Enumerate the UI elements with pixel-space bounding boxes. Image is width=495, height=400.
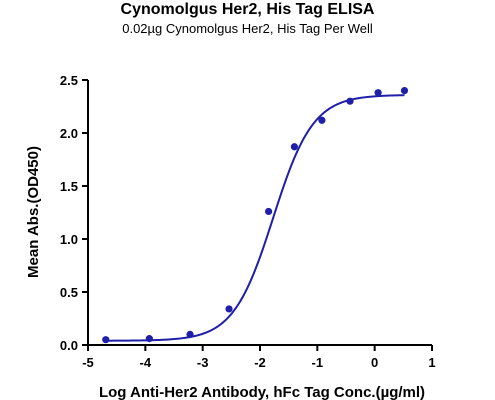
x-tick-label: -5 [82, 355, 94, 370]
y-tick-label: 1.0 [60, 232, 78, 247]
chart-title: Cynomolgus Her2, His Tag ELISA [120, 1, 375, 18]
x-tick-label: -1 [312, 355, 324, 370]
y-tick-label: 0.0 [60, 338, 78, 353]
x-axis-title: Log Anti-Her2 Antibody, hFc Tag Conc.(µg… [99, 384, 425, 400]
data-point [225, 305, 233, 313]
data-point [102, 336, 110, 344]
x-tick-label: 0 [371, 355, 378, 370]
y-tick-label: 2.5 [60, 73, 78, 88]
x-tick-label: -4 [140, 355, 152, 370]
data-point [145, 335, 153, 343]
fit-curve [105, 94, 405, 342]
x-tick-label: -2 [254, 355, 266, 370]
x-tick-label: -3 [197, 355, 209, 370]
data-points-layer [102, 87, 409, 344]
y-tick-label: 1.5 [60, 179, 78, 194]
data-point [374, 89, 382, 97]
y-axis-title: Mean Abs.(OD450) [25, 146, 42, 278]
axes: -5 -4 -3 -2 -1 0 1 0.0 0.5 1.0 1.5 2.0 2.5 [60, 73, 436, 370]
data-point [290, 143, 298, 151]
data-point [186, 330, 194, 338]
x-tick-label: 1 [428, 355, 435, 370]
chart-subtitle: 0.02µg Cynomolgus Her2, His Tag Per Well [122, 21, 373, 36]
data-point [318, 116, 326, 124]
data-point [400, 87, 409, 95]
data-point [346, 97, 354, 105]
fit-curve-layer [105, 94, 405, 342]
y-tick-label: 2.0 [60, 126, 78, 141]
data-point [265, 207, 273, 216]
y-tick-label: 0.5 [60, 285, 78, 300]
